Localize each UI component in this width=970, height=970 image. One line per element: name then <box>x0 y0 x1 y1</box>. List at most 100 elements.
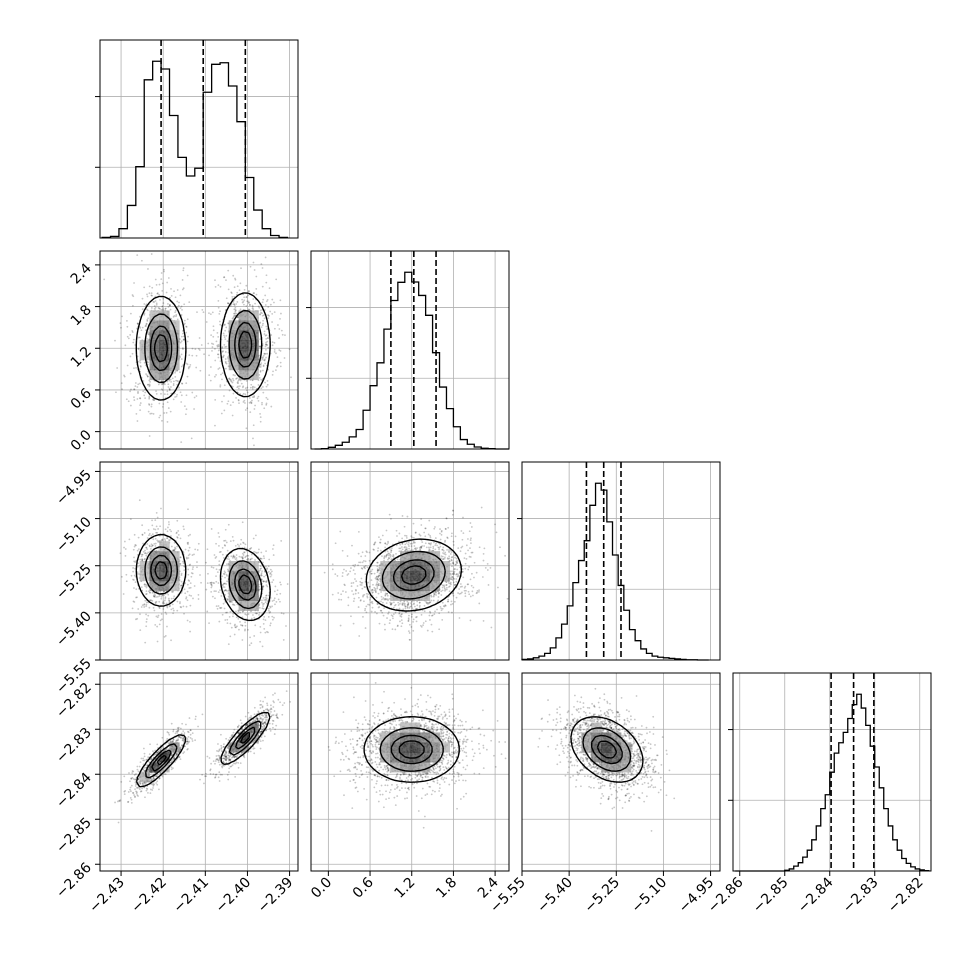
sample-point <box>154 753 157 755</box>
sample-point <box>254 302 256 305</box>
sample-point <box>219 384 222 387</box>
sample-point <box>179 758 182 761</box>
sample-point <box>263 353 266 355</box>
sample-point <box>243 551 245 554</box>
sample-point <box>234 755 237 758</box>
sample-point <box>139 365 142 367</box>
sample-point <box>219 285 222 288</box>
sample-point <box>123 375 126 378</box>
sample-point <box>246 724 249 727</box>
sample-point <box>215 755 218 757</box>
sample-point <box>272 370 274 373</box>
sample-point <box>157 750 160 753</box>
sample-point <box>239 753 242 756</box>
sample-point <box>140 757 143 760</box>
sample-point <box>227 523 230 526</box>
sample-point <box>227 302 229 305</box>
sample-point <box>217 743 219 745</box>
sample-point <box>264 565 267 568</box>
sample-point <box>193 396 196 399</box>
sample-point <box>231 317 234 320</box>
sample-point <box>132 578 134 581</box>
sample-point <box>149 778 152 780</box>
sample-point <box>234 309 237 311</box>
sample-point <box>139 404 141 407</box>
sample-point <box>170 761 173 764</box>
sample-point <box>205 561 207 564</box>
sample-point <box>155 390 157 392</box>
sample-point <box>218 756 221 759</box>
sample-point <box>149 547 152 550</box>
sample-point <box>180 585 183 587</box>
sample-point <box>185 597 187 600</box>
sample-point <box>222 745 225 748</box>
sample-point <box>247 557 250 560</box>
sample-point <box>256 718 259 720</box>
sample-point <box>261 267 264 269</box>
sample-point <box>138 765 141 768</box>
sample-point <box>150 778 153 781</box>
sample-point <box>253 386 256 389</box>
density-cell <box>228 570 239 582</box>
sample-point <box>226 563 228 566</box>
sample-point <box>188 740 191 743</box>
sample-point <box>229 610 232 613</box>
sample-point <box>262 356 264 359</box>
sample-point <box>145 554 148 557</box>
sample-point <box>222 354 225 357</box>
sample-point <box>253 550 256 553</box>
sample-point <box>133 587 135 589</box>
sample-point <box>189 563 192 566</box>
sample-point <box>180 737 183 739</box>
sample-point <box>167 732 170 734</box>
sample-point <box>279 581 282 584</box>
sample-point <box>185 723 187 726</box>
sample-point <box>144 585 147 588</box>
sample-point <box>158 416 161 419</box>
sample-point <box>266 704 269 707</box>
sample-point <box>141 326 144 329</box>
sample-point <box>176 730 179 733</box>
sample-point <box>166 537 168 540</box>
sample-point <box>196 561 198 563</box>
sample-point <box>263 333 266 335</box>
sample-point <box>262 319 264 322</box>
sample-point <box>227 269 230 272</box>
sample-point <box>130 784 133 787</box>
sample-point <box>237 398 240 401</box>
sample-point <box>278 337 280 339</box>
sample-point <box>266 702 268 705</box>
sample-point <box>232 555 235 558</box>
sample-point <box>135 618 137 621</box>
sample-point <box>172 549 175 552</box>
sample-point <box>136 549 139 552</box>
sample-point <box>262 365 265 368</box>
density-cell <box>159 330 170 341</box>
sample-point <box>229 601 232 603</box>
sample-point <box>236 316 239 319</box>
sample-point <box>160 507 162 510</box>
sample-point <box>269 310 272 313</box>
sample-point <box>263 599 266 601</box>
sample-point <box>228 767 231 770</box>
sample-point <box>245 284 248 287</box>
sample-point <box>141 559 144 562</box>
sample-point <box>198 349 201 351</box>
sample-point <box>259 731 261 734</box>
sample-point <box>154 537 157 540</box>
sample-point <box>135 792 138 795</box>
sample-point <box>134 795 136 798</box>
sample-point <box>211 584 213 587</box>
sample-point <box>259 370 262 373</box>
sample-point <box>176 519 179 522</box>
sample-point <box>226 618 229 621</box>
sample-point <box>236 377 238 380</box>
density-cell <box>228 320 239 331</box>
sample-point <box>264 381 267 384</box>
sample-point <box>168 733 171 736</box>
sample-point <box>161 389 164 391</box>
sample-point <box>154 519 157 522</box>
sample-point <box>139 782 142 785</box>
sample-point <box>164 596 167 599</box>
sample-point <box>244 393 247 396</box>
